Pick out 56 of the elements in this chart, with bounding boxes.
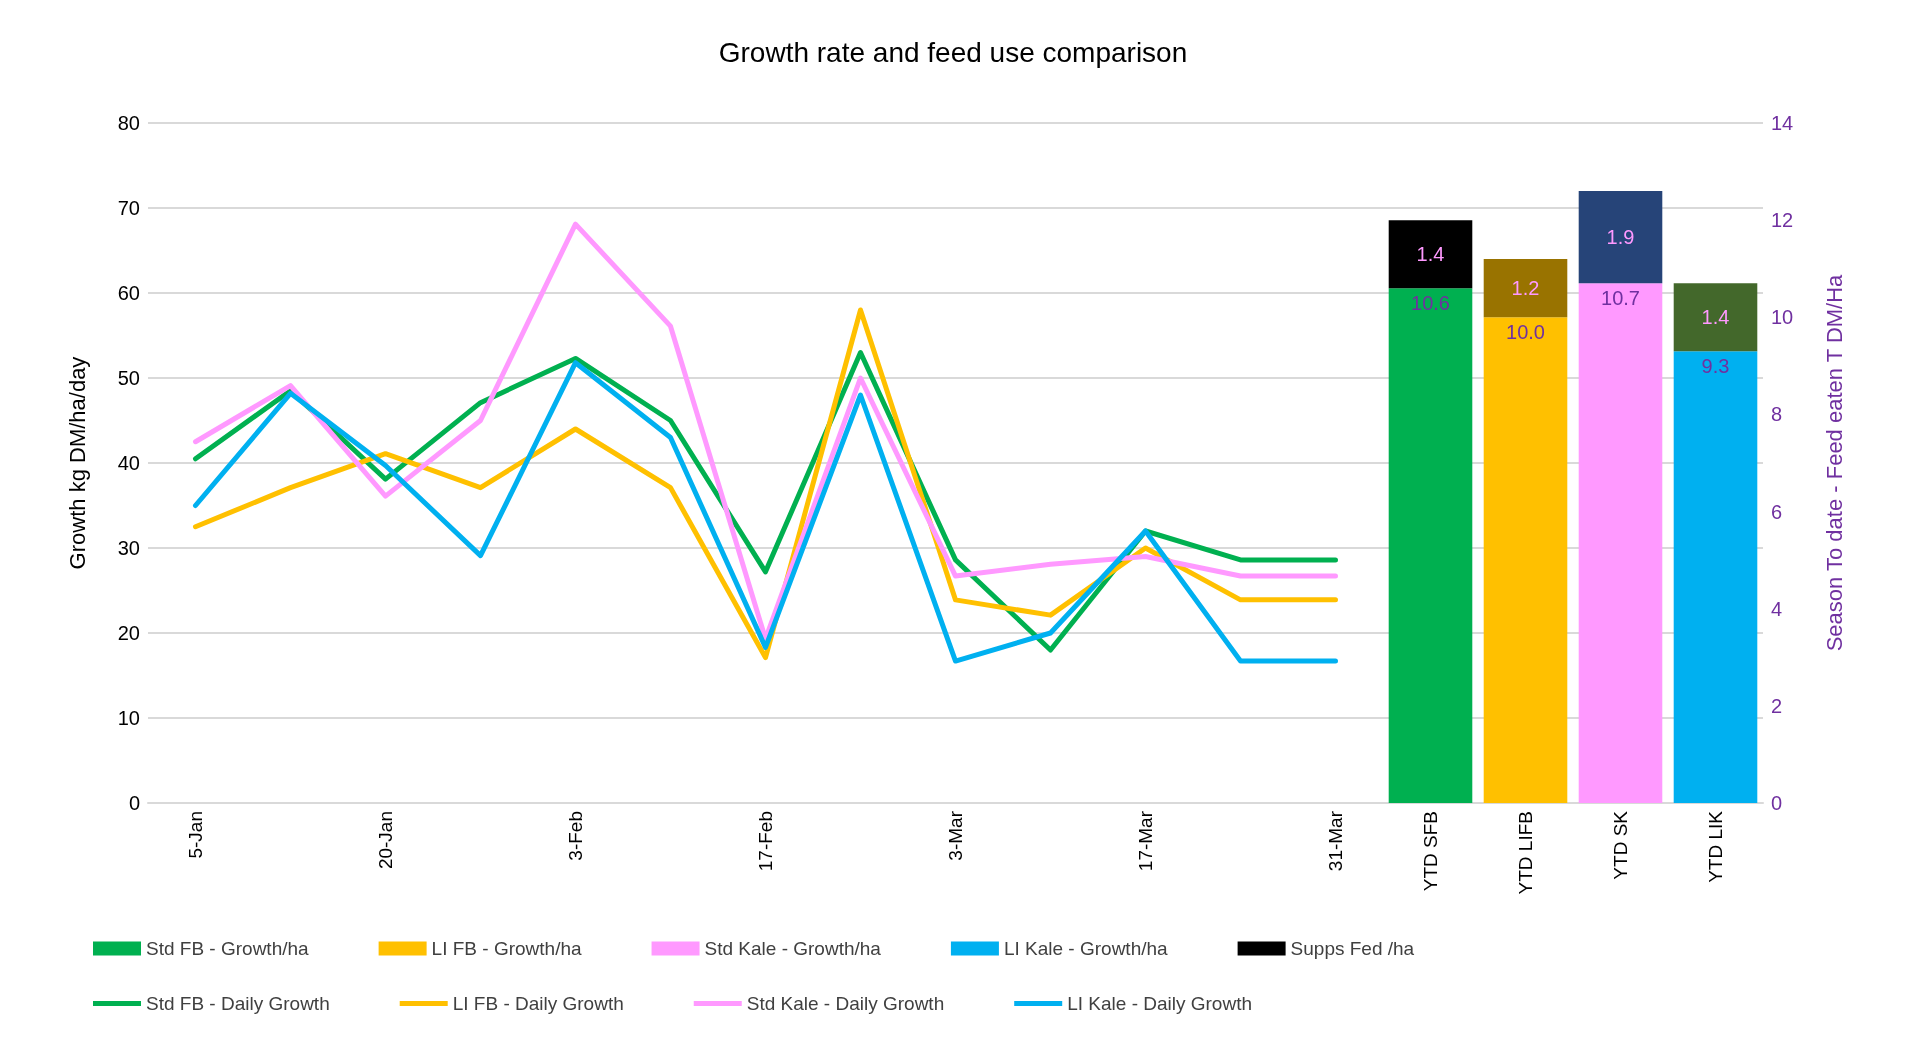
y2-tick-label: 8: [1771, 403, 1783, 426]
legend-label: Supps Fed /ha: [1290, 938, 1415, 959]
x-tick-label: 31-Mar: [1325, 810, 1346, 872]
bar: [1673, 283, 1758, 352]
y-tick-label: 30: [117, 537, 140, 559]
y2-tick-label: 0: [1771, 792, 1783, 814]
y2-tick-label: 4: [1771, 597, 1783, 620]
data-label: 10.6: [1411, 292, 1450, 315]
data-label: 1.2: [1511, 277, 1540, 300]
y-tick-label: 20: [117, 622, 140, 644]
y-tick-label: 80: [117, 112, 140, 134]
bar: [1578, 191, 1663, 284]
x-tick-label: YTD LIFB: [1515, 811, 1536, 895]
legend-label: LI FB - Growth/ha: [431, 938, 582, 959]
legend-label: Std Kale - Daily Growth: [746, 993, 945, 1014]
bar: [1673, 351, 1758, 803]
y2-tick-label: 14: [1771, 112, 1794, 134]
legend-label: Std FB - Growth/ha: [146, 938, 310, 959]
bar: [1483, 317, 1568, 803]
data-label: 1.4: [1416, 243, 1445, 266]
x-tick-label: YTD SK: [1610, 810, 1631, 880]
y2-tick-label: 12: [1771, 209, 1794, 232]
y2-tick-label: 2: [1771, 694, 1783, 717]
x-tick-label: 17-Feb: [755, 811, 776, 872]
x-tick-label: 17-Mar: [1135, 810, 1156, 872]
bar: [1578, 283, 1663, 803]
x-tick-label: 20-Jan: [375, 811, 396, 870]
y-tick-label: 40: [117, 452, 140, 474]
x-tick-label: 3-Mar: [945, 810, 966, 861]
x-tick-label: YTD LIK: [1705, 810, 1726, 883]
legend-label: LI Kale - Growth/ha: [1003, 938, 1169, 959]
y-tick-label: 50: [117, 367, 140, 389]
data-label: 1.4: [1701, 306, 1730, 329]
data-label: 9.3: [1701, 355, 1730, 378]
y-tick-label: 0: [128, 792, 140, 814]
x-tick-label: YTD SFB: [1420, 811, 1441, 892]
bar: [1483, 259, 1568, 318]
bar: [1388, 220, 1473, 289]
y2-axis-title: Season To date - Feed eaten T DM/Ha: [1821, 273, 1847, 652]
data-label: 10.7: [1601, 287, 1640, 310]
y2-tick-label: 6: [1771, 500, 1783, 523]
x-tick-label: 5-Jan: [185, 811, 206, 859]
y-tick-label: 70: [117, 197, 140, 219]
bar: [1388, 288, 1473, 803]
chart-title: Growth rate and feed use comparison: [718, 36, 1188, 68]
y-tick-label: 10: [117, 707, 140, 729]
y2-tick-label: 10: [1771, 306, 1794, 329]
y-axis-title: Growth kg DM/ha/day: [64, 356, 90, 570]
y-tick-label: 60: [117, 282, 140, 304]
legend-label: Std FB - Daily Growth: [146, 993, 330, 1014]
data-label: 10.0: [1506, 321, 1545, 344]
legend-label: Std Kale - Growth/ha: [704, 938, 882, 959]
x-tick-label: 3-Feb: [565, 811, 586, 861]
data-label: 1.9: [1606, 226, 1635, 249]
legend-label: LI FB - Daily Growth: [452, 993, 624, 1014]
legend-label: LI Kale - Daily Growth: [1067, 993, 1252, 1014]
